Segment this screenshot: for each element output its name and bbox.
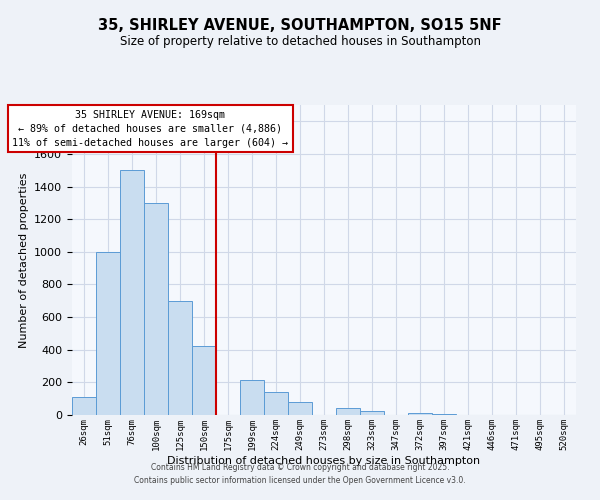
Text: Contains HM Land Registry data © Crown copyright and database right 2025.
Contai: Contains HM Land Registry data © Crown c… xyxy=(134,464,466,485)
Bar xyxy=(192,346,216,415)
Bar xyxy=(360,411,384,415)
Text: 35, SHIRLEY AVENUE, SOUTHAMPTON, SO15 5NF: 35, SHIRLEY AVENUE, SOUTHAMPTON, SO15 5N… xyxy=(98,18,502,32)
Bar xyxy=(96,252,120,415)
Bar xyxy=(408,412,432,415)
Bar xyxy=(288,402,312,415)
X-axis label: Distribution of detached houses by size in Southampton: Distribution of detached houses by size … xyxy=(167,456,481,466)
Bar xyxy=(240,380,264,415)
Bar xyxy=(432,414,456,415)
Text: Size of property relative to detached houses in Southampton: Size of property relative to detached ho… xyxy=(119,35,481,48)
Bar xyxy=(168,301,192,415)
Bar xyxy=(144,203,168,415)
Y-axis label: Number of detached properties: Number of detached properties xyxy=(19,172,29,348)
Bar xyxy=(264,392,288,415)
Bar xyxy=(336,408,360,415)
Bar xyxy=(72,397,96,415)
Text: 35 SHIRLEY AVENUE: 169sqm
← 89% of detached houses are smaller (4,886)
11% of se: 35 SHIRLEY AVENUE: 169sqm ← 89% of detac… xyxy=(12,110,288,148)
Bar xyxy=(120,170,144,415)
